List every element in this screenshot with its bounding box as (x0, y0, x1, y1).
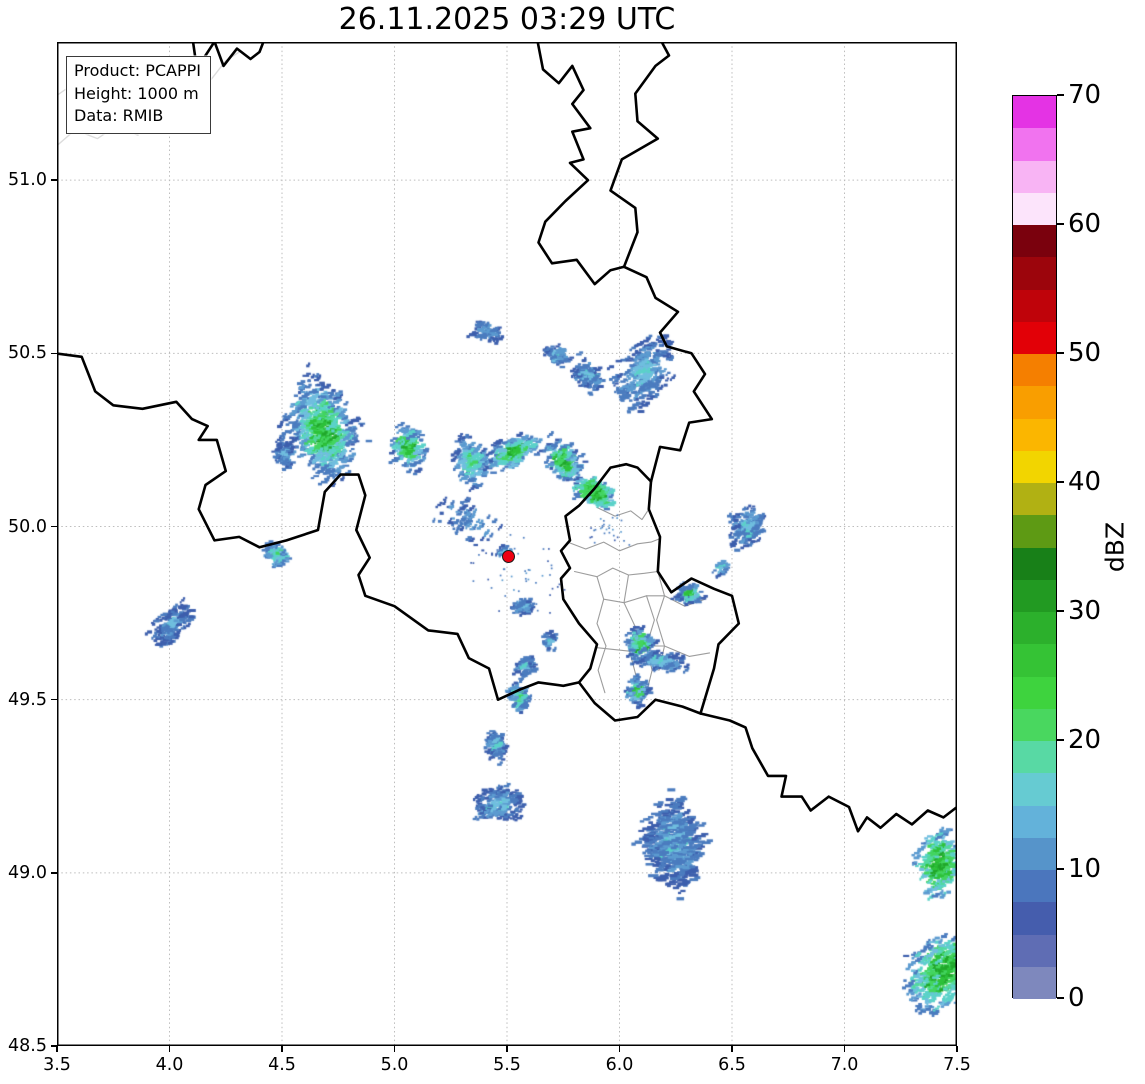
y-tick-mark (51, 872, 57, 874)
colorbar-tick-label: 30 (1068, 596, 1102, 626)
x-tick-label: 6.0 (605, 1055, 634, 1075)
colorbar-tick-mark (1057, 868, 1064, 870)
x-tick-label: 7.5 (943, 1055, 971, 1075)
colorbar-band (1013, 805, 1056, 838)
colorbar-tick-label: 70 (1068, 80, 1102, 110)
colorbar-band (1013, 902, 1056, 935)
country-borders-layer (57, 42, 957, 1046)
info-source: Data: RMIB (74, 106, 164, 126)
colorbar-band (1013, 870, 1056, 903)
x-tick-mark (956, 1046, 958, 1052)
colorbar-band (1013, 676, 1056, 709)
x-tick-mark (731, 1046, 733, 1052)
x-tick-mark (506, 1046, 508, 1052)
x-tick-mark (56, 1046, 58, 1052)
colorbar-tick-mark (1057, 997, 1064, 999)
colorbar-band (1013, 483, 1056, 516)
y-tick-mark (51, 698, 57, 701)
colorbar-tick-label: 10 (1068, 854, 1102, 884)
y-tick-label: 50.5 (8, 343, 47, 364)
y-tick-label: 49.0 (8, 862, 47, 883)
colorbar-tick-mark (1057, 223, 1064, 225)
x-tick-mark (393, 1046, 396, 1052)
country-border (536, 42, 714, 483)
colorbar-band (1013, 289, 1056, 322)
colorbar-band (1013, 321, 1056, 354)
colorbar (1012, 95, 1057, 999)
colorbar-tick-label: 40 (1068, 467, 1102, 497)
colorbar-tick-label: 20 (1068, 725, 1102, 755)
colorbar-band (1013, 160, 1056, 193)
colorbar-band (1013, 612, 1056, 645)
x-tick-mark (168, 1046, 171, 1052)
y-tick-label: 49.5 (8, 689, 47, 710)
colorbar-band (1013, 966, 1056, 999)
x-tick-label: 5.5 (493, 1055, 521, 1075)
plot-frame (57, 42, 957, 1046)
colorbar-band (1013, 773, 1056, 806)
colorbar-band (1013, 741, 1056, 774)
colorbar-band (1013, 450, 1056, 483)
y-tick-mark (51, 1045, 57, 1047)
x-tick-label: 4.5 (268, 1055, 296, 1075)
colorbar-band (1013, 547, 1056, 580)
info-height: Height: 1000 m (74, 83, 199, 103)
colorbar-tick-mark (1057, 481, 1064, 483)
colorbar-band (1013, 354, 1056, 387)
colorbar-band (1013, 934, 1056, 967)
colorbar-tick-label: 0 (1068, 983, 1085, 1013)
y-tick-label: 48.5 (8, 1036, 47, 1056)
x-tick-mark (843, 1046, 846, 1052)
colorbar-tick-label: 50 (1068, 338, 1102, 368)
colorbar-tick-mark (1057, 352, 1064, 354)
colorbar-band (1013, 418, 1056, 451)
x-tick-mark (618, 1046, 621, 1052)
colorbar-band (1013, 225, 1056, 258)
info-product: Product: PCAPPI (74, 61, 202, 80)
colorbar-tick-mark (1057, 610, 1064, 612)
plot-title: 26.11.2025 03:29 UTC (338, 2, 676, 37)
radar-echo-layer (57, 42, 957, 1046)
colorbar-band (1013, 257, 1056, 290)
colorbar-tick-mark (1057, 739, 1064, 741)
colorbar-band (1013, 837, 1056, 870)
radar-site-marker (501, 549, 515, 563)
y-tick-label: 51.0 (8, 170, 47, 191)
country-border (699, 712, 957, 833)
colorbar-band (1013, 128, 1056, 161)
colorbar-band (1013, 386, 1056, 419)
colorbar-band (1013, 708, 1056, 741)
y-tick-label: 50.0 (8, 516, 47, 537)
x-tick-label: 7.0 (830, 1055, 859, 1075)
x-tick-mark (281, 1046, 283, 1052)
colorbar-unit-label: dBZ (1100, 521, 1130, 572)
colorbar-band (1013, 515, 1056, 548)
y-tick-mark (51, 525, 57, 528)
map-plot-area: Product: PCAPPI Height: 1000 m Data: RMI… (57, 42, 957, 1046)
y-tick-mark (51, 179, 57, 181)
colorbar-band (1013, 192, 1056, 225)
x-tick-label: 6.5 (718, 1055, 746, 1075)
product-info-box: Product: PCAPPI Height: 1000 m Data: RMI… (66, 56, 212, 135)
colorbar-tick-label: 60 (1068, 209, 1102, 239)
colorbar-band (1013, 579, 1056, 612)
x-tick-label: 5.0 (380, 1055, 409, 1075)
country-border (57, 352, 581, 702)
x-tick-label: 3.5 (43, 1055, 71, 1075)
country-border (609, 42, 671, 269)
colorbar-band (1013, 96, 1056, 129)
country-border (559, 462, 741, 722)
y-tick-mark (51, 352, 57, 355)
colorbar-tick-mark (1057, 94, 1064, 96)
x-tick-label: 4.0 (155, 1055, 184, 1075)
colorbar-band (1013, 644, 1056, 677)
